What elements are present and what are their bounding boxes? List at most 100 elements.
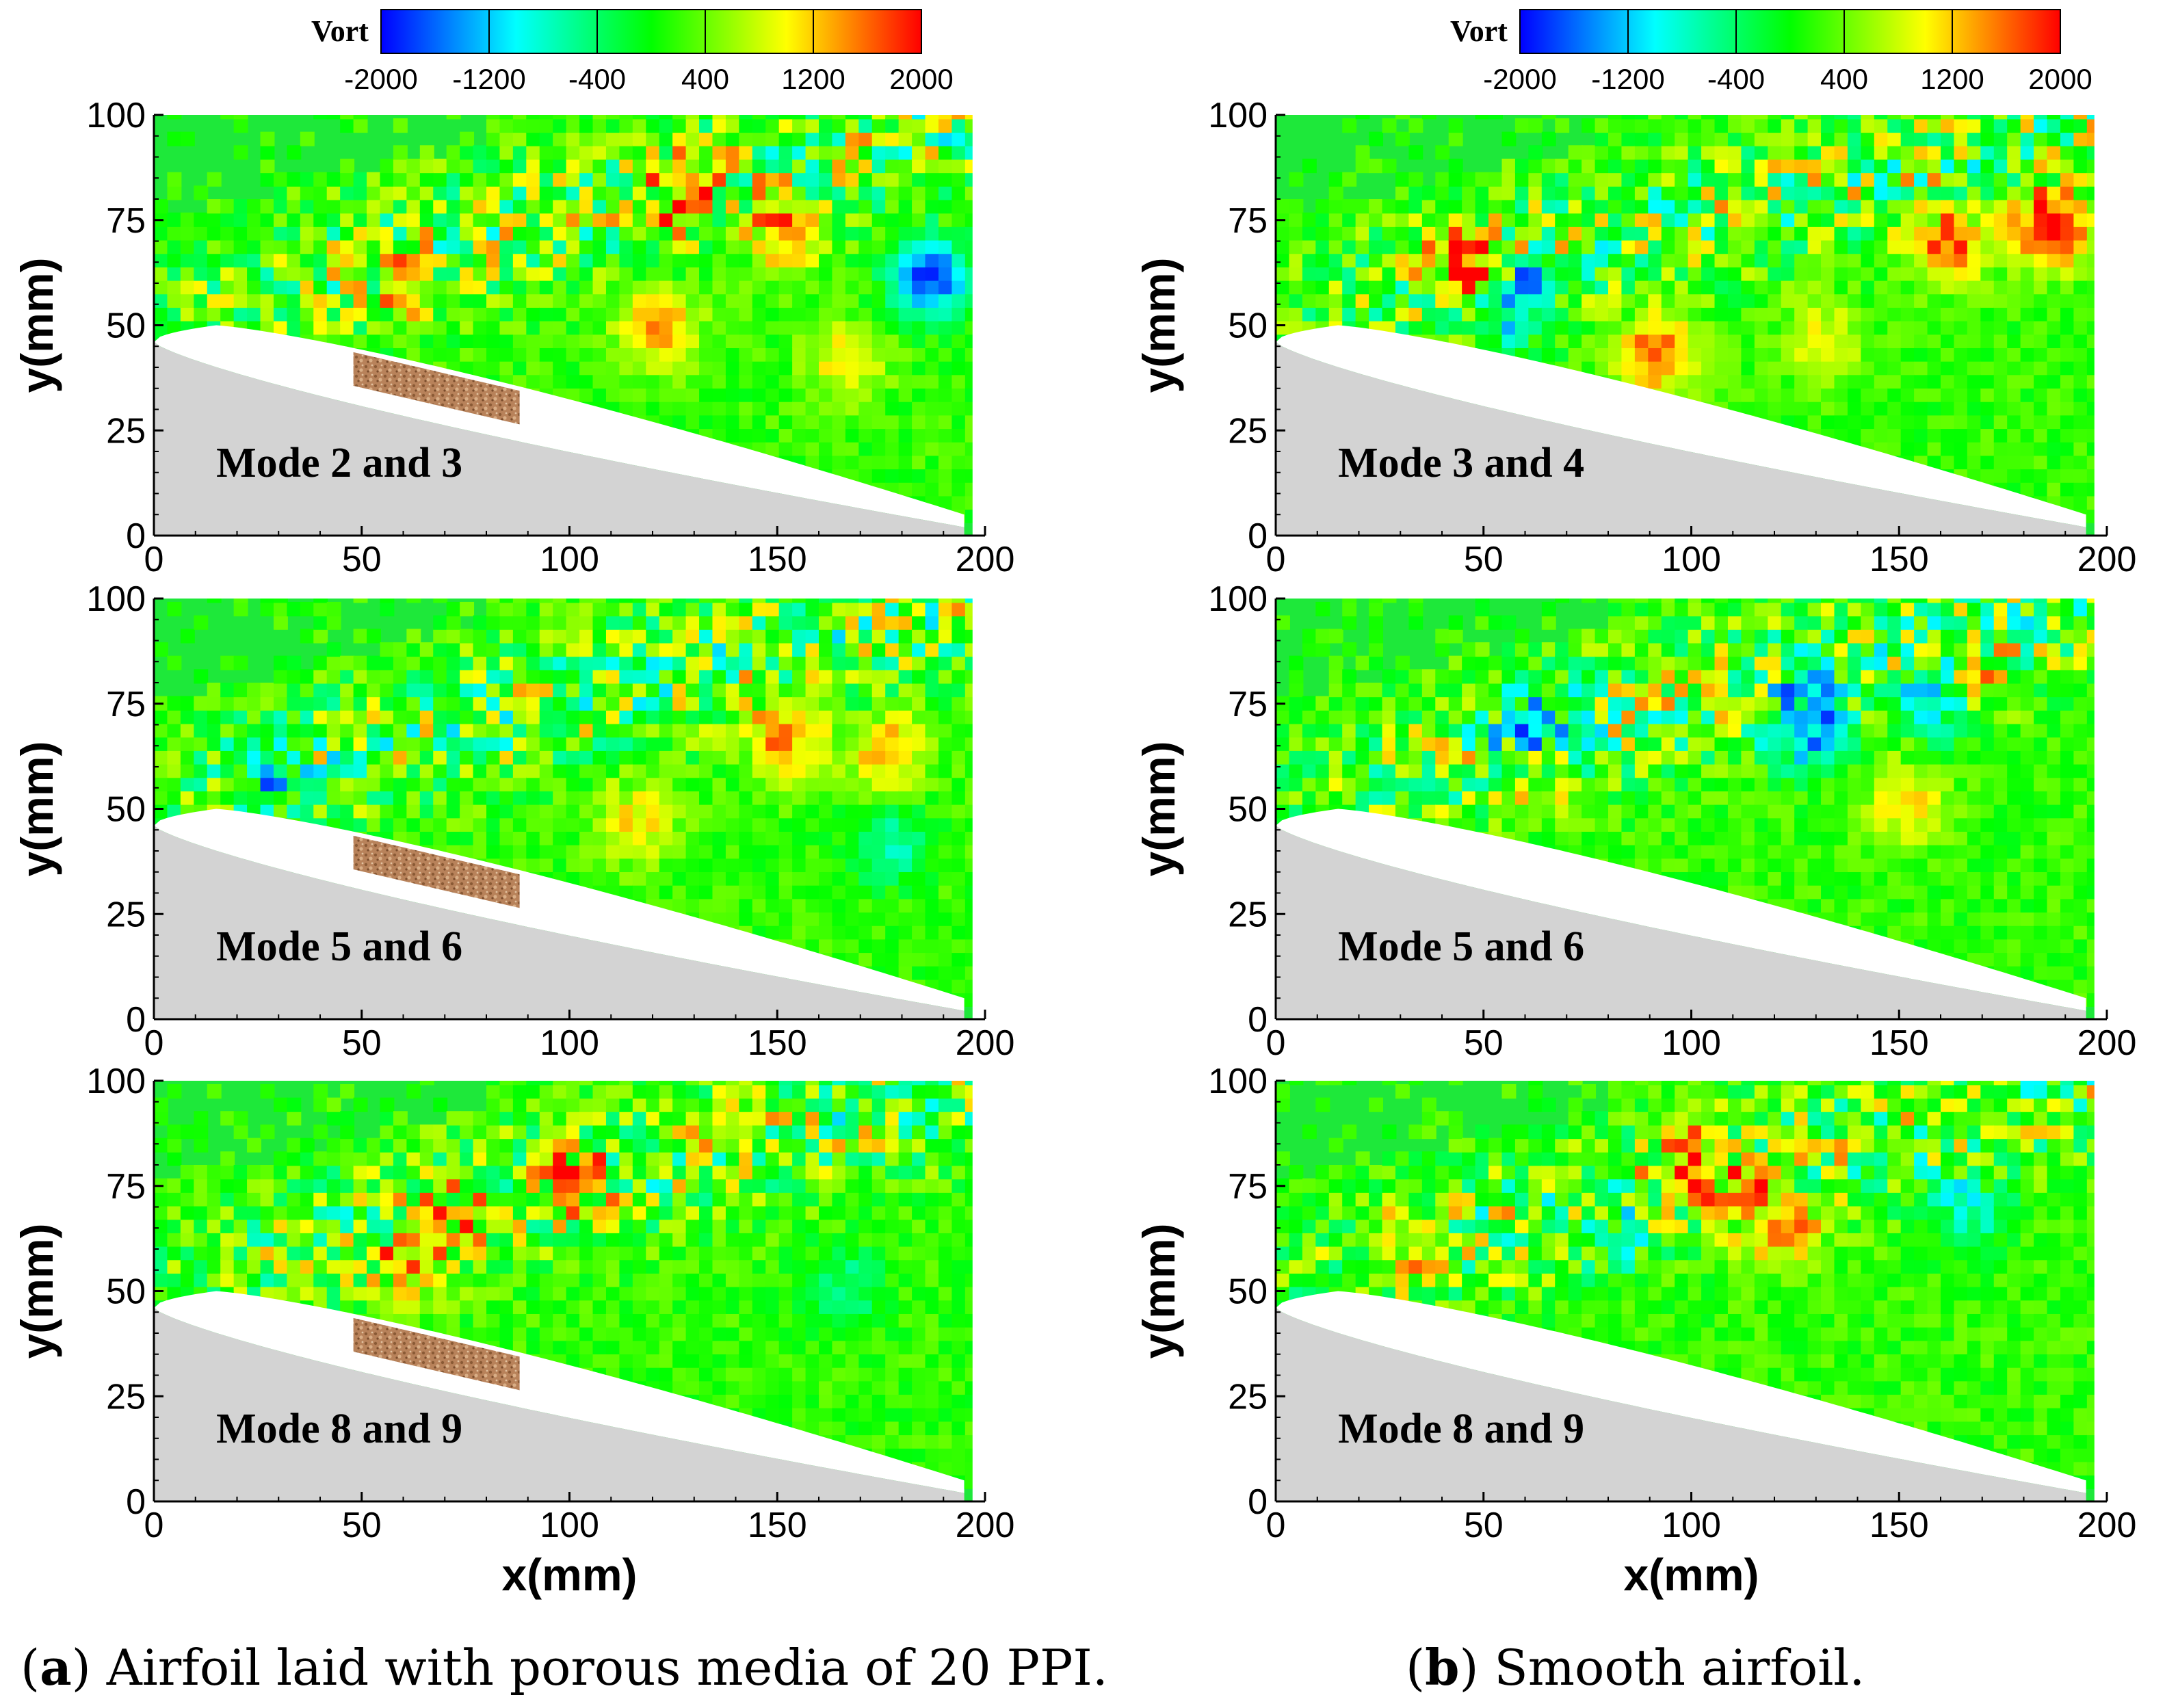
vorticity-cell [752, 1272, 767, 1287]
vorticity-cell [380, 1218, 395, 1233]
vorticity-cell [512, 1232, 527, 1247]
vorticity-cell [406, 252, 421, 267]
vorticity-cell [1555, 239, 1570, 254]
vorticity-cell [433, 629, 448, 644]
vorticity-cell [1421, 320, 1436, 335]
vorticity-cell [1874, 333, 1889, 348]
vorticity-cell [194, 1124, 209, 1140]
vorticity-cell [885, 1151, 900, 1166]
vorticity-cell [154, 1259, 168, 1274]
vorticity-cell [380, 226, 395, 241]
vorticity-cell [832, 1313, 847, 1328]
vorticity-cell [792, 1138, 807, 1153]
vorticity-cell [512, 1124, 527, 1140]
vorticity-cell [393, 696, 408, 711]
vorticity-cell [871, 1367, 887, 1382]
vorticity-cell [632, 1097, 647, 1112]
vorticity-cell [553, 1232, 568, 1247]
vorticity-cell [952, 1205, 967, 1220]
vorticity-cell [646, 669, 661, 684]
vorticity-cell [486, 599, 501, 603]
vorticity-cell [473, 736, 488, 751]
vorticity-cell [1289, 239, 1304, 254]
x-tick-label: 100 [540, 1506, 599, 1545]
vorticity-cell [592, 844, 607, 859]
vorticity-cell [313, 1218, 328, 1233]
vorticity-cell [819, 1205, 833, 1220]
vorticity-cell [659, 360, 674, 376]
vorticity-cell [287, 1192, 302, 1207]
vorticity-cell [1768, 280, 1783, 295]
vorticity-cell [925, 414, 940, 430]
vorticity-cell [752, 158, 767, 174]
vorticity-cell [885, 266, 900, 281]
vorticity-cell [752, 669, 767, 684]
vorticity-cell [845, 696, 860, 711]
vorticity-cell [858, 212, 874, 227]
vorticity-cell [925, 1339, 940, 1355]
vorticity-cell [832, 118, 847, 133]
vorticity-cell [473, 763, 488, 778]
vorticity-cell [380, 172, 395, 187]
vorticity-cell [1382, 199, 1397, 214]
vorticity-cell [912, 844, 927, 859]
vorticity-cell [699, 683, 713, 698]
vorticity-cell [778, 306, 793, 321]
vorticity-cell [1727, 266, 1742, 281]
vorticity-cell [539, 629, 554, 644]
vorticity-cell [1727, 212, 1742, 227]
vorticity-cell [885, 387, 900, 402]
vorticity-cell [858, 925, 874, 940]
vorticity-cell [367, 790, 381, 805]
vorticity-cell [952, 925, 967, 940]
vorticity-cell [871, 252, 887, 267]
vorticity-cell [965, 115, 980, 120]
vorticity-cell [526, 642, 541, 657]
vorticity-cell [912, 468, 927, 483]
vorticity-cell [300, 696, 315, 711]
vorticity-cell [406, 199, 421, 214]
vorticity-cell [725, 683, 740, 698]
vorticity-cell [912, 1286, 927, 1301]
vorticity-cell [725, 172, 740, 187]
vorticity-cell [912, 736, 927, 751]
vorticity-cell [765, 1407, 780, 1422]
vorticity-cell [406, 1313, 421, 1328]
vorticity-cell [952, 1313, 967, 1328]
vorticity-cell [566, 199, 581, 214]
vorticity-cell [725, 1259, 740, 1274]
vorticity-cell [898, 897, 913, 913]
vorticity-cell [778, 1326, 793, 1341]
vorticity-cell [1861, 306, 1876, 321]
vorticity-cell [380, 1299, 395, 1314]
vorticity-cell [566, 320, 581, 335]
vorticity-cell [898, 683, 913, 698]
vorticity-cell [539, 736, 554, 751]
vorticity-cell [672, 145, 687, 160]
vorticity-cell [393, 655, 408, 670]
vorticity-cell [632, 347, 647, 362]
vorticity-cell [778, 601, 793, 617]
vorticity-cell [832, 414, 847, 430]
vorticity-cell [473, 790, 488, 805]
vorticity-cell [553, 320, 568, 335]
vorticity-cell [1741, 333, 1756, 348]
vorticity-cell [233, 118, 248, 133]
vorticity-cell [1328, 280, 1343, 295]
vorticity-cell [1675, 145, 1690, 160]
vorticity-cell [832, 280, 847, 295]
vorticity-cell [1328, 252, 1343, 267]
vorticity-cell [778, 1339, 793, 1355]
vorticity-cell [1555, 333, 1570, 348]
vorticity-cell [739, 428, 754, 443]
vorticity-cell [1661, 158, 1676, 174]
vorticity-cell [486, 239, 501, 254]
vorticity-cell [712, 1367, 727, 1382]
vorticity-cell [725, 158, 740, 174]
vorticity-cell [792, 1097, 807, 1112]
vorticity-cell [605, 615, 620, 630]
vorticity-cell [712, 1246, 727, 1261]
vorticity-cell [1555, 252, 1570, 267]
vorticity-cell [1528, 145, 1543, 160]
vorticity-cell [247, 1259, 262, 1274]
